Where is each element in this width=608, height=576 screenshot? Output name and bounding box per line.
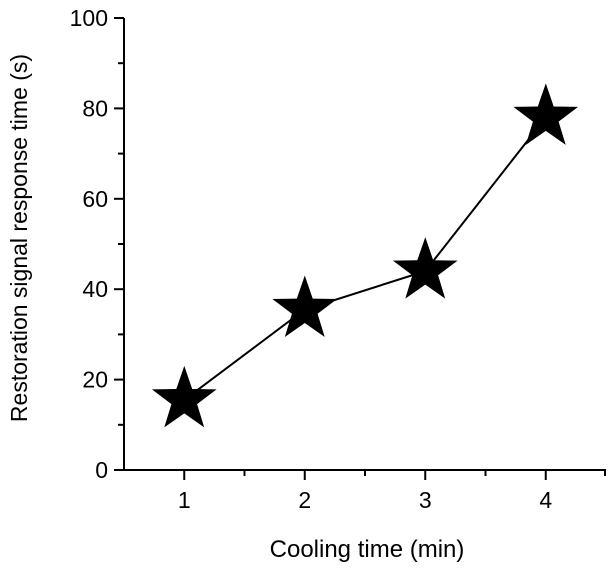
star-marker (151, 365, 217, 428)
star-marker (272, 275, 338, 337)
series-markers (151, 83, 579, 428)
x-tick-label: 3 (419, 487, 432, 513)
series-line (183, 116, 547, 401)
y-tick-label: 40 (82, 276, 108, 302)
y-tick-label: 60 (82, 186, 108, 212)
x-tick-label: 2 (298, 487, 311, 513)
y-tick-label: 20 (82, 367, 108, 393)
star-marker (392, 237, 458, 299)
y-axis-label: Restoration signal response time (s) (6, 54, 32, 422)
y-tick-label: 80 (82, 95, 108, 121)
ticks (114, 17, 606, 480)
x-tick-label: 4 (539, 487, 552, 513)
x-axis-label: Cooling time (min) (270, 536, 465, 563)
tick-labels: 0 20 40 60 80 100 1 2 3 4 (70, 5, 553, 513)
star-marker (513, 83, 579, 145)
y-tick-label: 0 (95, 457, 108, 483)
x-tick-label: 1 (178, 487, 191, 513)
y-tick-label: 100 (70, 5, 108, 31)
